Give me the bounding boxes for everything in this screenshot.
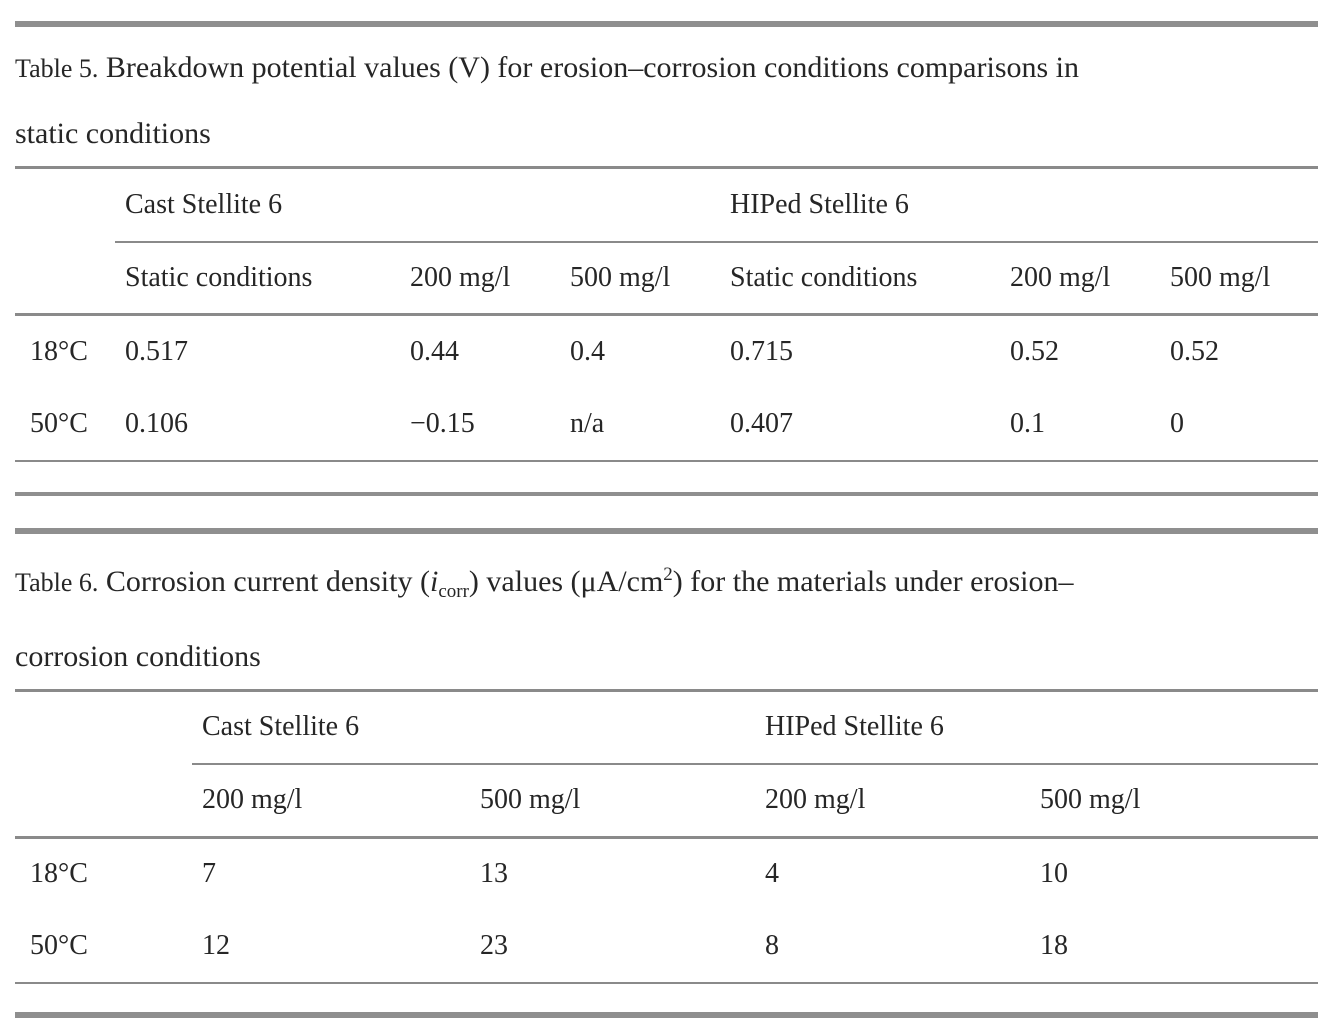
table5-group-header-hiped: HIPed Stellite 6 [720,167,1319,243]
table5-row-18c: 18°C 0.517 0.44 0.4 0.715 0.52 0.52 [15,315,1318,388]
table5-sub-header-row: Static conditions 200 mg/l 500 mg/l Stat… [15,241,1319,316]
table6-sub-header-row: 200 mg/l 500 mg/l 200 mg/l 500 mg/l [15,764,1319,839]
table-cell: 0.4 [570,335,605,367]
table5-row-50c: 50°C 0.106 −0.15 n/a 0.407 0.1 0 [15,387,1319,462]
table-cell: 8 [755,910,1031,984]
table-cell: 23 [470,910,756,984]
table5: Cast Stellite 6 HIPed Stellite 6 Static … [15,166,1319,462]
table-cell: 0.106 [115,387,400,462]
row-label: 18°C [30,335,88,367]
table6-caption-text1: Corrosion current density ( [105,564,430,598]
table6: Cast Stellite 6 HIPed Stellite 6 200 mg/… [15,688,1319,984]
table6-caption-line1: Table 6. Corrosion current density (icor… [15,542,1318,624]
table5-subheader: Static conditions [115,241,400,316]
table-cell: 0.52 [1170,335,1219,367]
table6-subheader: 200 mg/l [755,764,1031,839]
icorr-subscript: corr [438,580,469,602]
table6-row-18c: 18°C 7 13 4 10 [15,837,1318,910]
table5-subheader: Static conditions [720,241,1000,316]
empty-corner-cell [15,764,192,839]
row-label: 50°C [15,910,192,984]
table-cell: n/a [560,387,720,462]
table-cell: 0.407 [720,387,1000,462]
table-cell: 12 [192,910,470,984]
table6-subheader: 500 mg/l [1030,764,1319,839]
table5-caption-line1: Table 5. Breakdown potential values (V) … [15,35,1318,101]
table6-subheader: 200 mg/l [192,764,470,839]
empty-corner-cell [15,241,115,316]
table5-group-header-cast: Cast Stellite 6 [115,167,720,243]
table5-caption: Table 5. Breakdown potential values (V) … [15,35,1318,166]
table-cell: 18 [1030,910,1319,984]
table5-subheader: 200 mg/l [1000,241,1160,316]
table-cell: 0.1 [1000,387,1160,462]
empty-corner-cell [15,168,115,242]
table6-caption-line2: corrosion conditions [15,639,261,673]
table5-subheader: 500 mg/l [560,241,720,316]
table5-label: Table 5. [15,54,99,83]
row-label: 18°C [30,858,88,890]
table6-caption: Table 6. Corrosion current density (icor… [15,542,1318,689]
table6-label: Table 6. [15,567,99,597]
table6-group-header-hiped: HIPed Stellite 6 [755,690,1319,765]
table5-subheader: 500 mg/l [1160,241,1319,316]
table-cell: 0.715 [730,335,793,367]
table-cell: 0 [1160,387,1319,462]
table5-subheader: 200 mg/l [400,241,560,316]
table-cell: 0.517 [125,335,188,367]
table-cell: 0.44 [410,335,459,367]
icorr-symbol: i [429,564,439,598]
table6-top-bar [15,527,1318,534]
table5-caption-line2: static conditions [15,117,211,150]
table5-bottom-bar [15,491,1318,496]
table-cell: −0.15 [400,387,560,462]
table6-bottom-bar [15,1012,1318,1018]
table6-subheader: 500 mg/l [470,764,756,839]
table5-top-bar [15,21,1318,27]
table-cell: 0.52 [1010,335,1059,367]
table-cell: 10 [1040,858,1069,890]
table6-group-header-cast: Cast Stellite 6 [192,690,756,765]
table6-group-header-row: Cast Stellite 6 HIPed Stellite 6 [15,690,1319,765]
cm2-superscript: 2 [663,563,673,585]
table5-group-header-row: Cast Stellite 6 HIPed Stellite 6 [15,167,1319,243]
table6-caption-mid: ) values (μA/cm [468,564,664,598]
table5-caption-text1: Breakdown potential values (V) for erosi… [105,51,1079,84]
row-label: 50°C [15,387,115,462]
table-cell: 13 [480,858,508,890]
empty-corner-cell [15,690,192,764]
table6-row-50c: 50°C 12 23 8 18 [15,910,1319,984]
table-cell: 7 [202,858,216,890]
table6-caption-after: ) for the materials under erosion– [672,564,1074,598]
table-cell: 4 [765,858,780,890]
